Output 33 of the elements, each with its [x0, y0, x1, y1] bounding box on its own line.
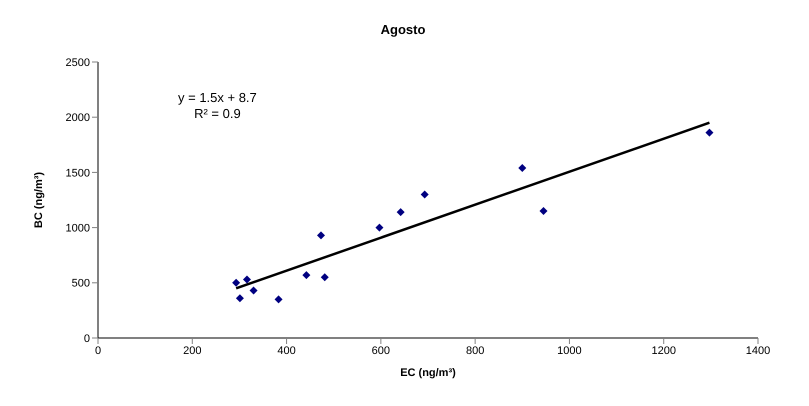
y-tick-label: 2500 — [66, 56, 90, 69]
x-tick-label: 600 — [372, 344, 390, 357]
point — [375, 224, 384, 232]
annotation: y = 1.5x + 8.7 — [178, 90, 257, 106]
annotation: R² = 0.9 — [193, 106, 242, 122]
point — [396, 208, 405, 216]
x-tick-label: 400 — [277, 344, 296, 357]
point — [236, 294, 244, 302]
y-tick-label: 1500 — [66, 167, 90, 180]
y-tick-label: 0 — [84, 332, 90, 345]
point — [242, 275, 251, 284]
y-axis-title: BC (ng/m³) — [32, 172, 45, 228]
point — [250, 286, 258, 295]
point — [316, 231, 325, 240]
point — [705, 128, 714, 137]
point — [518, 164, 526, 172]
point — [302, 271, 310, 280]
x-tick-label: 1200 — [651, 344, 676, 357]
point — [232, 278, 240, 287]
x-axis-title: EC (ng/m³) — [400, 367, 456, 379]
y-tick-label: 500 — [72, 278, 90, 290]
point — [420, 190, 429, 198]
chart-title: Agosto — [380, 22, 426, 37]
x-tick-label: 0 — [94, 344, 102, 357]
x-tick-label: 200 — [183, 344, 202, 357]
x-tick-label: 1400 — [746, 344, 770, 357]
point — [274, 295, 283, 304]
x-tick-label: 800 — [466, 344, 484, 357]
point — [320, 273, 329, 282]
y-tick-label: 2000 — [66, 112, 90, 124]
point — [540, 207, 548, 216]
y-tick-label: 1000 — [66, 222, 90, 235]
x-tick-label: 1000 — [557, 344, 582, 357]
